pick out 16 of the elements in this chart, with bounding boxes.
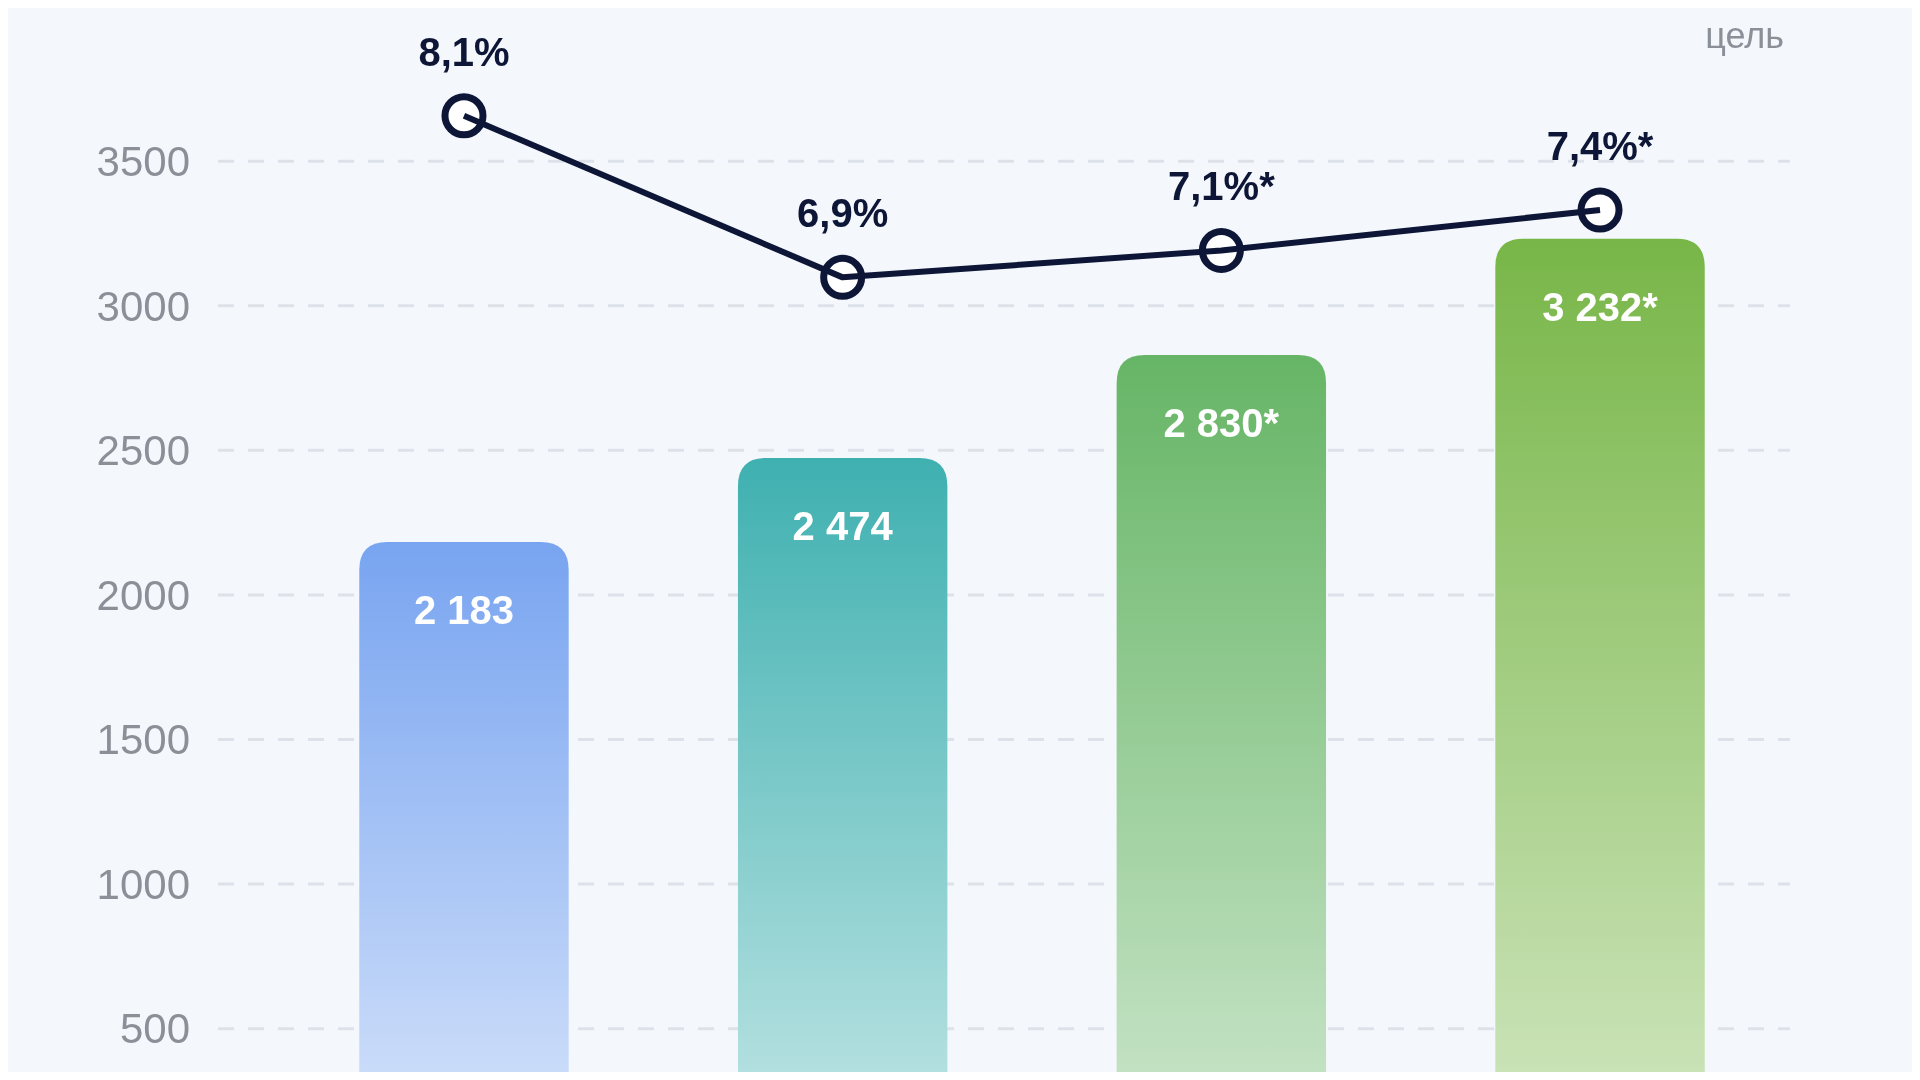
data-label: 3 232* — [1542, 284, 1659, 329]
y-tick-label: 1500 — [96, 716, 190, 764]
y-tick-label: 500 — [119, 1005, 190, 1053]
data-label: 8,1% — [418, 29, 510, 74]
y-tick-label: 2000 — [96, 571, 190, 619]
data-label: 6,9% — [797, 191, 889, 236]
data-label: 2 474 — [792, 503, 894, 548]
data-label: 2 830* — [1163, 400, 1280, 445]
y-tick-label: 1000 — [96, 860, 190, 908]
data-label: 7,1%* — [1167, 164, 1276, 209]
y-tick-label: 3500 — [96, 137, 190, 185]
data-label: 2 183 — [413, 588, 515, 633]
data-label: 7,4%* — [1546, 124, 1654, 169]
y-tick-label: 3000 — [96, 282, 190, 330]
annotation: цель — [1705, 15, 1784, 56]
y-tick-label: 2500 — [96, 427, 190, 475]
